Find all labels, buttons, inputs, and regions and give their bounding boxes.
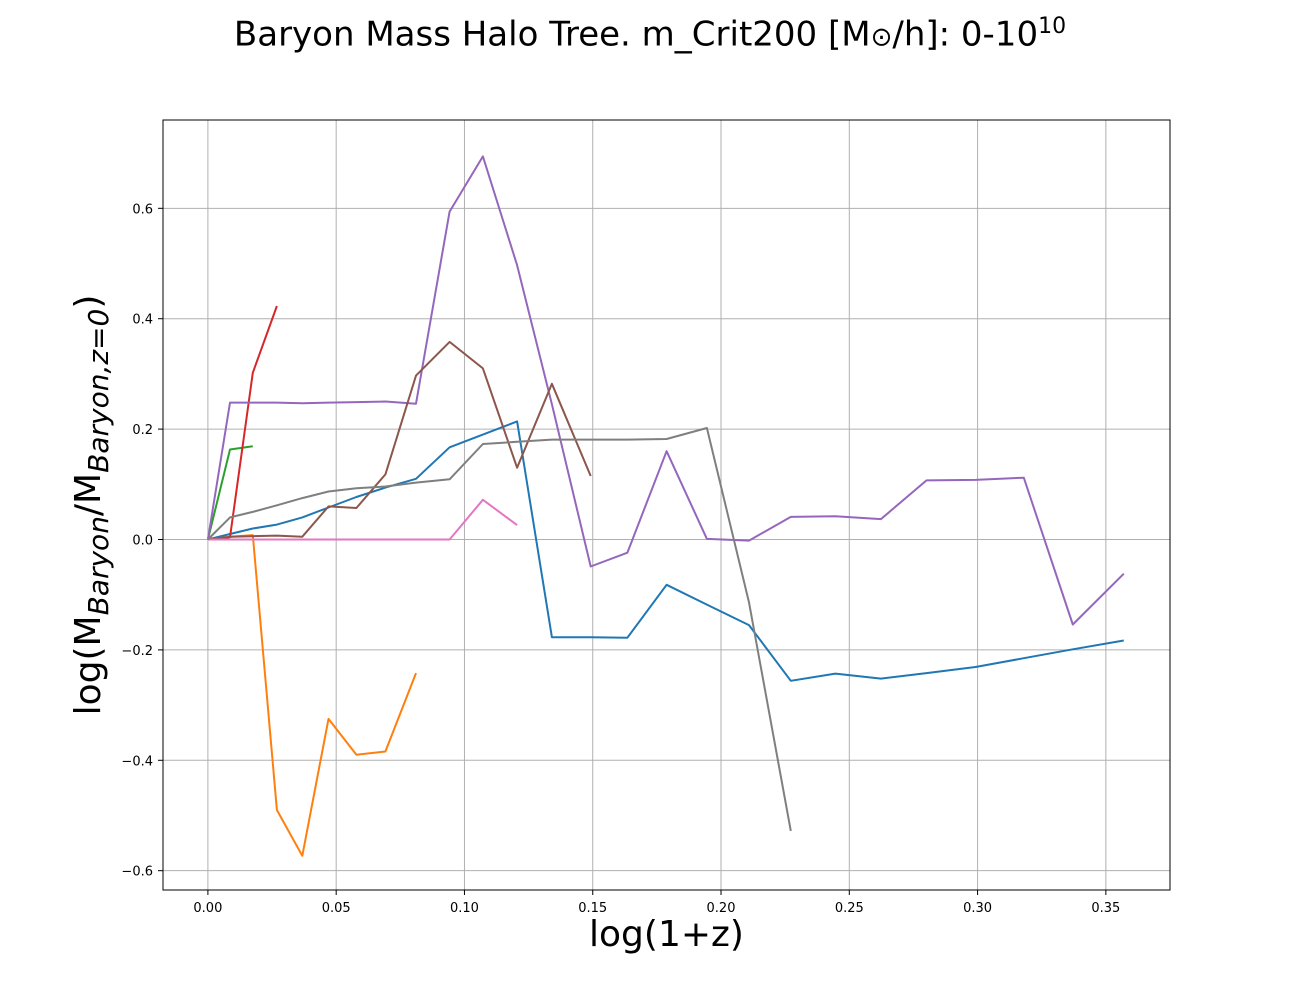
- x-tick-label: 0.30: [963, 901, 992, 916]
- y-tick-label: −0.2: [121, 644, 153, 659]
- series-line-7: [207, 498, 518, 541]
- sun-symbol: ⊙: [870, 22, 893, 53]
- series-line-3: [206, 445, 253, 540]
- plot-frame: [162, 119, 1171, 891]
- x-tick-label: 0.25: [835, 901, 864, 916]
- y-axis-label: log(MBaryon/MBaryon,z=0): [68, 295, 115, 716]
- y-tick-label: 0.6: [132, 202, 153, 217]
- y-axis-label-suffix: ): [68, 295, 109, 309]
- chart-title-unit: /h]: 0-10: [892, 14, 1039, 55]
- y-tick-label: 0.0: [132, 533, 153, 548]
- x-tick-label: 0.05: [322, 901, 351, 916]
- grid-lines: [163, 120, 1170, 890]
- chart-title: Baryon Mass Halo Tree. m_Crit200 [M⊙/h]:…: [0, 14, 1300, 54]
- series-line-5: [206, 155, 1125, 626]
- chart-title-exponent: 10: [1038, 14, 1067, 39]
- x-tick-label: 0.00: [193, 901, 222, 916]
- x-axis-label: log(1+z): [589, 914, 744, 955]
- y-tick-label: −0.4: [121, 754, 153, 769]
- y-axis-label-mid: /M: [68, 473, 109, 516]
- series-line-4: [207, 305, 278, 541]
- chart-title-main: Baryon Mass Halo Tree. m_Crit200 [M: [233, 14, 871, 55]
- x-tick-label: 0.20: [707, 901, 736, 916]
- series-line-8: [207, 427, 792, 832]
- y-axis-label-sub2: Baryon,z=0: [82, 309, 115, 473]
- series-lines: [206, 155, 1125, 857]
- y-tick-label: −0.6: [121, 865, 153, 880]
- series-line-2: [207, 534, 417, 857]
- y-axis-label-sub1: Baryon: [82, 516, 115, 615]
- x-tick-label: 0.35: [1091, 901, 1120, 916]
- x-tick-label: 0.10: [450, 901, 479, 916]
- y-tick-label: 0.2: [132, 423, 153, 438]
- y-axis-label-prefix: log(M: [68, 615, 109, 715]
- axis-ticks: 0.00 0.05 0.10 0.15 0.20 0.25 0.30 0.35 −0.6 −0.4…: [121, 202, 1120, 916]
- x-tick-label: 0.15: [578, 901, 607, 916]
- series-line-6: [207, 340, 592, 541]
- y-tick-label: 0.4: [132, 313, 153, 328]
- series-line-1: [207, 420, 1124, 682]
